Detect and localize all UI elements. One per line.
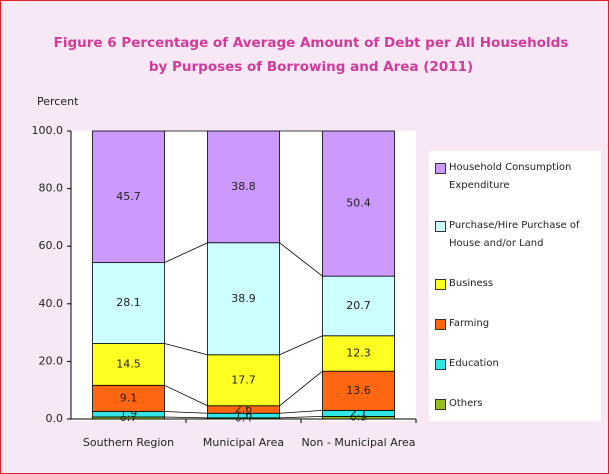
series-connector	[164, 384, 208, 407]
series-connector	[164, 411, 208, 414]
series-connector	[279, 370, 323, 407]
y-tick-label: 100.0	[32, 124, 64, 137]
chart-title: by Purposes of Borrowing and Area (2011)	[149, 59, 473, 75]
data-label: 38.8	[231, 180, 256, 193]
y-tick-label: 40.0	[39, 297, 64, 310]
data-label: 13.6	[346, 384, 371, 397]
legend-label: Business	[449, 278, 494, 289]
data-label: 38.9	[231, 292, 256, 305]
legend-swatch	[435, 399, 446, 410]
x-tick-label: Non - Municipal Area	[301, 436, 415, 449]
series-connector	[164, 242, 208, 263]
data-label: 45.7	[116, 190, 141, 203]
legend: Household Consumption Expenditure Purchas…	[429, 151, 601, 421]
legend-swatch	[435, 279, 446, 290]
legend-item: Household Consumption Expenditure	[435, 159, 595, 195]
data-label: 20.7	[346, 299, 371, 312]
legend-item: Business	[435, 275, 595, 293]
bar-segment	[207, 242, 280, 356]
series-connector	[279, 409, 323, 414]
x-tick-label: Southern Region	[83, 436, 174, 449]
bar-segment	[322, 335, 395, 372]
chart-title: Figure 6 Percentage of Average Amount of…	[54, 35, 569, 51]
bar-segment	[207, 130, 280, 244]
bar-segment	[92, 262, 165, 344]
series-connector	[279, 416, 323, 419]
series-connector	[279, 335, 323, 356]
legend-item: Farming	[435, 315, 595, 333]
legend-label: Education	[449, 358, 499, 369]
bar-segment	[322, 275, 395, 337]
data-label: 28.1	[116, 296, 141, 309]
y-tick-label: 0.0	[46, 412, 64, 425]
legend-label: Household Consumption Expenditure	[449, 162, 572, 191]
y-axis-label: Percent	[37, 95, 79, 108]
legend-swatch	[435, 359, 446, 370]
legend-label: Purchase/Hire Purchase of House and/or L…	[449, 220, 580, 249]
bar-segment	[92, 130, 165, 264]
legend-label: Others	[449, 398, 483, 409]
legend-item: Purchase/Hire Purchase of House and/or L…	[435, 217, 595, 253]
data-label: 12.3	[346, 346, 371, 359]
legend-swatch	[435, 319, 446, 330]
legend-swatch	[435, 221, 446, 232]
series-connector	[164, 343, 208, 356]
series-connector	[279, 242, 323, 277]
data-label: 50.4	[346, 197, 371, 210]
legend-swatch	[435, 163, 446, 174]
data-label: 14.5	[116, 357, 141, 370]
y-tick-label: 60.0	[39, 239, 64, 252]
data-label: 17.7	[231, 373, 256, 386]
bar-segment	[207, 354, 280, 407]
x-tick-label: Municipal Area	[203, 436, 284, 449]
series-connector	[164, 416, 208, 419]
legend-item: Others	[435, 395, 595, 413]
y-tick-label: 80.0	[39, 182, 64, 195]
bar-segment	[92, 384, 165, 412]
y-tick-label: 20.0	[39, 354, 64, 367]
bar-segment	[322, 130, 395, 277]
data-label: 9.1	[120, 391, 138, 404]
legend-label: Farming	[449, 318, 490, 329]
legend-item: Education	[435, 355, 595, 373]
